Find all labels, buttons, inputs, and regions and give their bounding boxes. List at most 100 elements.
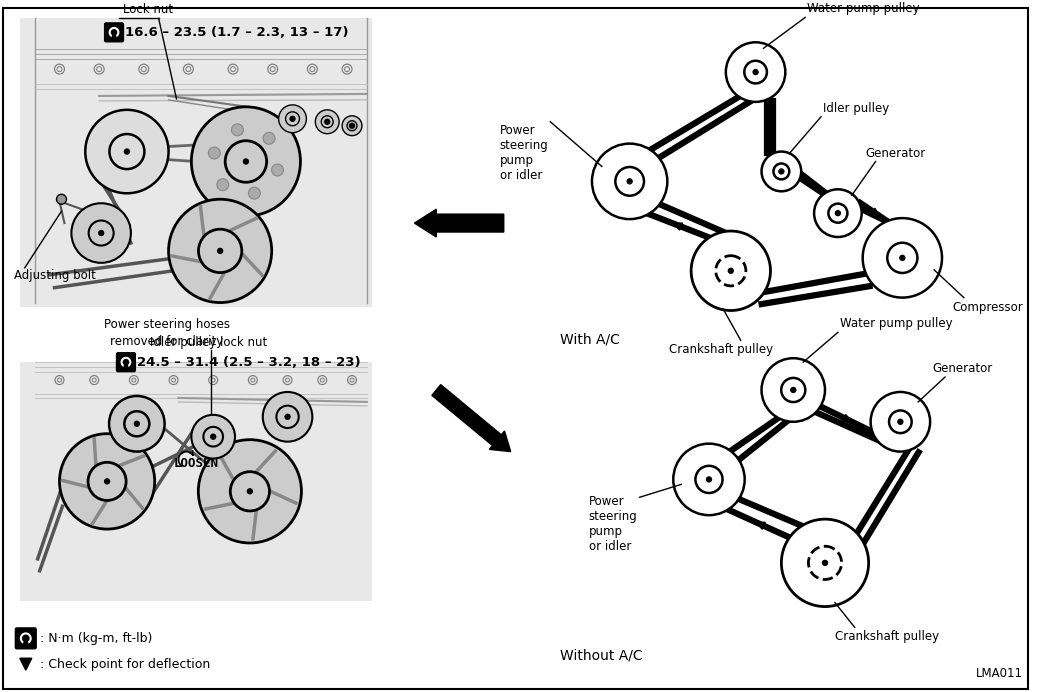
Circle shape <box>814 190 862 237</box>
Circle shape <box>243 159 249 164</box>
Circle shape <box>823 561 828 565</box>
Text: Compressor: Compressor <box>952 300 1022 313</box>
Text: Idler pulley: Idler pulley <box>823 102 889 115</box>
Circle shape <box>706 477 711 482</box>
FancyBboxPatch shape <box>116 353 135 372</box>
Text: With A/C: With A/C <box>561 332 620 347</box>
Circle shape <box>808 546 841 579</box>
Circle shape <box>232 124 243 136</box>
Circle shape <box>124 365 128 368</box>
Circle shape <box>781 519 868 607</box>
Circle shape <box>105 479 109 484</box>
Circle shape <box>753 70 758 75</box>
Polygon shape <box>20 658 32 670</box>
Circle shape <box>781 378 805 402</box>
Circle shape <box>204 427 223 446</box>
Circle shape <box>248 489 253 494</box>
Circle shape <box>191 107 301 216</box>
Circle shape <box>125 149 129 154</box>
Text: LMA011: LMA011 <box>977 667 1023 680</box>
Text: Generator: Generator <box>865 147 926 160</box>
Circle shape <box>109 134 145 169</box>
Circle shape <box>761 358 825 422</box>
Text: 16.6 – 23.5 (1.7 – 2.3, 13 – 17): 16.6 – 23.5 (1.7 – 2.3, 13 – 17) <box>125 26 348 39</box>
Circle shape <box>286 112 300 126</box>
Circle shape <box>85 110 168 193</box>
Circle shape <box>211 434 215 439</box>
FancyArrow shape <box>415 209 503 237</box>
Circle shape <box>898 419 903 424</box>
Circle shape <box>835 210 840 216</box>
Circle shape <box>263 392 312 441</box>
Circle shape <box>199 439 302 543</box>
Circle shape <box>226 140 266 182</box>
Circle shape <box>321 116 333 128</box>
Circle shape <box>72 203 131 263</box>
Circle shape <box>870 392 930 452</box>
Circle shape <box>324 119 330 125</box>
Circle shape <box>745 61 766 84</box>
Circle shape <box>285 415 290 419</box>
Circle shape <box>88 221 113 246</box>
Bar <box>20 362 372 601</box>
Circle shape <box>24 641 28 645</box>
Circle shape <box>315 110 339 134</box>
Text: Power
steering
pump
or idler: Power steering pump or idler <box>499 124 548 182</box>
Circle shape <box>230 472 269 511</box>
Circle shape <box>716 255 746 286</box>
Circle shape <box>199 229 241 273</box>
Circle shape <box>56 194 67 204</box>
Circle shape <box>168 199 271 302</box>
Text: Without A/C: Without A/C <box>561 648 643 662</box>
Circle shape <box>125 411 150 436</box>
Circle shape <box>673 444 745 515</box>
Circle shape <box>627 179 632 184</box>
Circle shape <box>349 123 355 128</box>
Circle shape <box>728 268 733 273</box>
Text: Crankshaft pulley: Crankshaft pulley <box>669 343 773 356</box>
Text: 24.5 – 31.4 (2.5 – 3.2, 18 – 23): 24.5 – 31.4 (2.5 – 3.2, 18 – 23) <box>137 356 361 369</box>
Circle shape <box>726 42 785 102</box>
Text: Lock nut: Lock nut <box>123 3 173 17</box>
FancyBboxPatch shape <box>105 23 124 42</box>
Circle shape <box>863 218 942 298</box>
Circle shape <box>277 406 298 428</box>
Circle shape <box>109 396 164 452</box>
Circle shape <box>790 388 796 392</box>
Circle shape <box>112 35 115 39</box>
Text: Crankshaft pulley: Crankshaft pulley <box>835 630 939 644</box>
FancyArrow shape <box>432 385 511 452</box>
Circle shape <box>216 179 229 190</box>
Text: Power steering hoses
removed for clarity: Power steering hoses removed for clarity <box>104 318 230 349</box>
Bar <box>20 19 372 307</box>
Circle shape <box>279 105 307 133</box>
Text: Adjusting bolt: Adjusting bolt <box>14 268 96 282</box>
Circle shape <box>774 163 789 179</box>
Circle shape <box>191 415 235 459</box>
Text: LOOSEN: LOOSEN <box>174 457 218 470</box>
Circle shape <box>88 462 126 500</box>
Circle shape <box>208 147 220 159</box>
Circle shape <box>692 231 771 311</box>
Circle shape <box>263 132 275 144</box>
Text: Idler pulley lock nut: Idler pulley lock nut <box>150 336 267 349</box>
Circle shape <box>887 243 917 273</box>
Text: Water pump pulley: Water pump pulley <box>840 318 953 330</box>
Circle shape <box>134 421 139 426</box>
Circle shape <box>592 144 668 219</box>
Text: Power
steering
pump
or idler: Power steering pump or idler <box>589 495 638 554</box>
Circle shape <box>616 167 644 196</box>
Circle shape <box>249 188 260 199</box>
Circle shape <box>779 169 784 174</box>
Text: : Check point for deflection: : Check point for deflection <box>40 657 210 671</box>
Text: Water pump pulley: Water pump pulley <box>807 3 919 15</box>
FancyBboxPatch shape <box>16 628 36 649</box>
Circle shape <box>889 410 912 433</box>
Circle shape <box>271 164 284 176</box>
Circle shape <box>59 434 155 529</box>
Text: : N·m (kg-m, ft-lb): : N·m (kg-m, ft-lb) <box>40 632 152 645</box>
Circle shape <box>342 116 362 136</box>
Circle shape <box>696 466 723 493</box>
Circle shape <box>99 230 104 235</box>
Circle shape <box>290 116 295 121</box>
